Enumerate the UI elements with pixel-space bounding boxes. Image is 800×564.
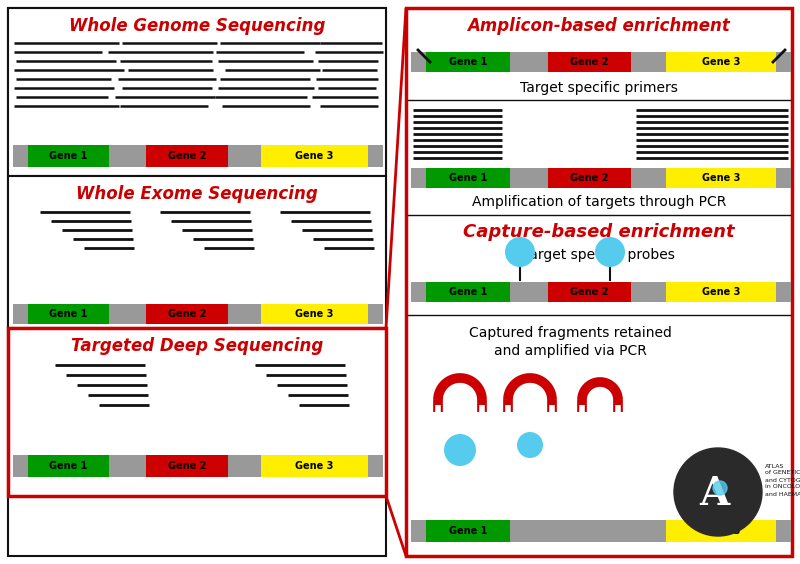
- Text: Amplicon-based enrichment: Amplicon-based enrichment: [467, 17, 730, 35]
- Bar: [426, 520, 510, 542]
- Bar: [146, 455, 227, 477]
- Bar: [13, 455, 383, 477]
- Bar: [13, 145, 383, 167]
- Bar: [13, 304, 383, 324]
- Bar: [411, 282, 791, 302]
- Bar: [261, 455, 368, 477]
- Bar: [426, 168, 510, 188]
- Bar: [146, 304, 227, 324]
- Circle shape: [517, 432, 543, 458]
- Text: Gene 1: Gene 1: [50, 151, 88, 161]
- Bar: [8, 8, 386, 556]
- Text: Gene 3: Gene 3: [295, 461, 334, 471]
- Bar: [8, 8, 386, 176]
- Text: Gene 3: Gene 3: [295, 309, 334, 319]
- Circle shape: [713, 481, 727, 495]
- Text: Gene 2: Gene 2: [570, 173, 609, 183]
- Circle shape: [444, 434, 476, 466]
- Bar: [261, 145, 368, 167]
- Text: Captured fragments retained
and amplified via PCR: Captured fragments retained and amplifie…: [469, 326, 671, 358]
- Text: A: A: [699, 475, 729, 513]
- Text: Amplification of targets through PCR: Amplification of targets through PCR: [472, 195, 726, 209]
- Text: Gene 3: Gene 3: [702, 57, 740, 67]
- Text: Gene 2: Gene 2: [168, 309, 206, 319]
- Bar: [411, 52, 791, 72]
- Bar: [411, 520, 791, 542]
- Text: Gene 2: Gene 2: [570, 57, 609, 67]
- Text: Gene 3: Gene 3: [295, 151, 334, 161]
- Text: Gene 2: Gene 2: [168, 461, 206, 471]
- Bar: [426, 282, 510, 302]
- Text: Whole Exome Sequencing: Whole Exome Sequencing: [76, 185, 318, 203]
- Text: Whole Genome Sequencing: Whole Genome Sequencing: [69, 17, 325, 35]
- Bar: [666, 52, 776, 72]
- Bar: [8, 328, 386, 496]
- Text: Gene 1: Gene 1: [449, 287, 487, 297]
- Bar: [8, 176, 386, 328]
- Bar: [426, 52, 510, 72]
- Text: Gene 1: Gene 1: [449, 526, 487, 536]
- Text: Target specific probes: Target specific probes: [523, 248, 675, 262]
- Bar: [28, 145, 109, 167]
- Bar: [548, 282, 631, 302]
- Text: Gene 2: Gene 2: [168, 151, 206, 161]
- Text: Gene 2: Gene 2: [570, 287, 609, 297]
- Circle shape: [674, 448, 762, 536]
- Text: ATLAS
of GENETICS
and CYTOGENETICS
in ONCOLOGY
and HAEMATOLOGY: ATLAS of GENETICS and CYTOGENETICS in ON…: [765, 464, 800, 496]
- Bar: [146, 145, 227, 167]
- Circle shape: [505, 237, 535, 267]
- Bar: [28, 304, 109, 324]
- Text: Targeted Deep Sequencing: Targeted Deep Sequencing: [71, 337, 323, 355]
- Bar: [411, 168, 791, 188]
- Text: Capture-based enrichment: Capture-based enrichment: [463, 223, 735, 241]
- Bar: [666, 168, 776, 188]
- Text: Gene 1: Gene 1: [449, 173, 487, 183]
- Text: Target specific primers: Target specific primers: [520, 81, 678, 95]
- Bar: [406, 8, 792, 556]
- Text: Gene 3: Gene 3: [702, 526, 740, 536]
- Text: Gene 1: Gene 1: [449, 57, 487, 67]
- Bar: [548, 168, 631, 188]
- Bar: [666, 520, 776, 542]
- Bar: [666, 282, 776, 302]
- Circle shape: [595, 237, 625, 267]
- Bar: [261, 304, 368, 324]
- Bar: [28, 455, 109, 477]
- Text: Gene 3: Gene 3: [702, 173, 740, 183]
- Text: Gene 1: Gene 1: [50, 461, 88, 471]
- Bar: [548, 52, 631, 72]
- Text: Gene 3: Gene 3: [702, 287, 740, 297]
- Text: Gene 1: Gene 1: [50, 309, 88, 319]
